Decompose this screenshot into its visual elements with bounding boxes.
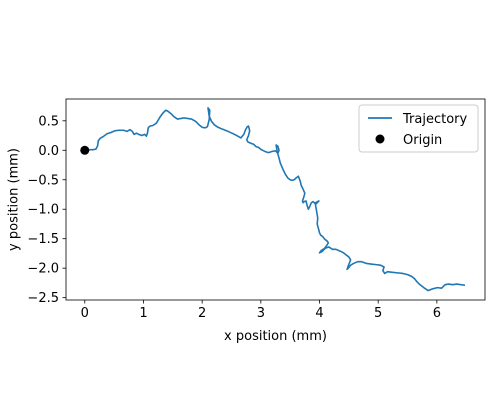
trajectory-line <box>84 107 466 292</box>
y-tick-label: −0.5 <box>27 173 59 188</box>
y-axis-ticks: 0.5 0.0 −0.5 −1.0 −1.5 −2.0 −2.5 <box>27 114 66 306</box>
y-tick-label: −2.0 <box>27 262 59 277</box>
y-tick-label: −1.5 <box>27 232 59 247</box>
y-tick-label: 0.0 <box>38 144 59 159</box>
x-tick-label: 1 <box>139 306 147 321</box>
x-tick-label: 0 <box>81 306 89 321</box>
y-tick-label: −2.5 <box>27 291 59 306</box>
y-tick-label: −1.0 <box>27 203 59 218</box>
x-axis-label: x position (mm) <box>224 329 327 344</box>
legend: Trajectory Origin <box>358 104 479 153</box>
legend-trajectory-label: Trajectory <box>402 112 467 127</box>
x-tick-label: 6 <box>433 306 441 321</box>
series-layer <box>80 107 466 292</box>
plot-frame <box>65 98 486 301</box>
legend-box <box>358 104 479 153</box>
legend-origin-label: Origin <box>403 133 442 148</box>
y-axis-label: y position (mm) <box>7 148 22 251</box>
x-tick-label: 2 <box>198 306 206 321</box>
legend-origin-swatch <box>375 134 385 144</box>
x-tick-label: 5 <box>374 306 382 321</box>
origin-marker <box>80 145 90 155</box>
x-axis-ticks: 0 1 2 3 4 5 6 <box>81 300 441 321</box>
x-tick-label: 3 <box>257 306 265 321</box>
y-tick-label: 0.5 <box>38 114 59 129</box>
x-tick-label: 4 <box>315 306 323 321</box>
